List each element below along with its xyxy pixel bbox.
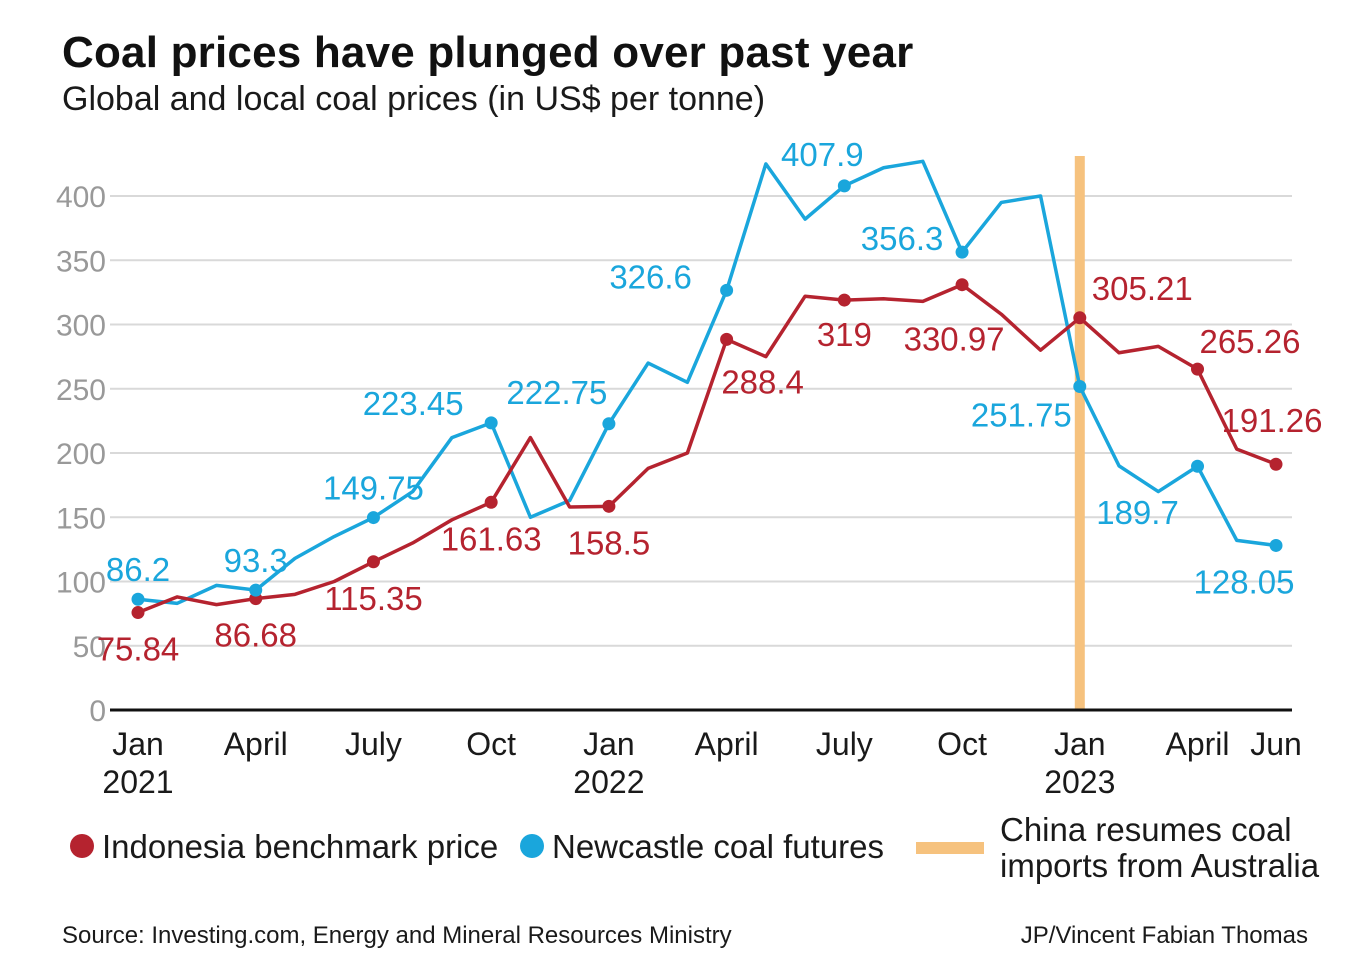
data-label-newcastle: 251.75	[971, 397, 1072, 434]
data-point-newcastle	[366, 511, 380, 525]
data-label-newcastle: 222.75	[506, 374, 607, 411]
x-tick-label: July	[816, 726, 873, 762]
x-tick-label-year: 2022	[573, 764, 644, 800]
x-tick-label: Oct	[466, 726, 516, 762]
data-point-indonesia	[1073, 311, 1087, 325]
event-marker-line	[1074, 156, 1085, 710]
data-label-newcastle: 93.3	[224, 542, 288, 579]
series-line-indonesia	[137, 282, 1277, 615]
legend-dot-indonesia	[70, 834, 94, 859]
data-label-indonesia: 330.97	[904, 321, 1005, 358]
data-point-indonesia	[837, 293, 851, 307]
data-label-newcastle: 128.05	[1194, 563, 1295, 600]
x-tick-label: Jan	[583, 726, 635, 762]
legend-label-newcastle: Newcastle coal futures	[552, 828, 884, 865]
legend-item-event: China resumes coal imports from Australi…	[916, 812, 1319, 884]
data-point-newcastle	[1073, 380, 1087, 394]
series-line-newcastle	[137, 159, 1277, 606]
data-point-newcastle	[837, 179, 851, 193]
data-point-indonesia	[1191, 362, 1205, 376]
data-point-newcastle	[602, 417, 616, 431]
data-point-newcastle	[484, 416, 498, 430]
data-point-newcastle	[720, 283, 734, 297]
data-label-newcastle: 149.75	[323, 470, 424, 507]
data-label-indonesia: 265.26	[1200, 323, 1301, 360]
data-label-indonesia: 115.35	[324, 580, 422, 617]
data-point-newcastle	[955, 245, 969, 259]
data-point-indonesia	[366, 555, 380, 569]
chart-title: Coal prices have plunged over past year	[62, 28, 914, 77]
y-tick-label: 100	[56, 567, 106, 600]
data-point-indonesia	[484, 495, 498, 509]
data-label-newcastle: 86.2	[106, 551, 170, 588]
legend-item-indonesia: Indonesia benchmark price	[70, 828, 498, 866]
data-point-indonesia	[955, 278, 969, 292]
data-label-indonesia: 305.21	[1092, 270, 1193, 307]
data-point-indonesia	[131, 606, 145, 620]
data-point-newcastle	[1269, 538, 1283, 552]
data-label-indonesia: 191.26	[1222, 402, 1323, 439]
data-label-newcastle: 189.7	[1096, 494, 1179, 531]
data-label-newcastle: 223.45	[363, 385, 464, 422]
y-tick-label: 350	[56, 245, 106, 278]
x-tick-label: Jan	[1054, 726, 1106, 762]
data-label-indonesia: 158.5	[568, 524, 651, 561]
x-tick-label: July	[345, 726, 402, 762]
x-tick-label: Jan	[112, 726, 164, 762]
x-tick-label: April	[224, 726, 288, 762]
legend-label-event-line2: imports from Australia	[1000, 847, 1320, 884]
legend-swatch-event	[916, 842, 984, 854]
data-point-newcastle	[131, 592, 145, 606]
data-point-indonesia	[602, 499, 616, 513]
data-point-indonesia	[1269, 457, 1283, 471]
data-point-indonesia	[720, 332, 734, 346]
data-label-indonesia: 86.68	[214, 617, 297, 654]
data-label-indonesia: 288.4	[721, 363, 804, 400]
y-tick-label: 300	[56, 310, 106, 343]
data-label-indonesia: 161.63	[441, 520, 542, 557]
data-label-newcastle: 356.3	[861, 220, 944, 257]
data-label-newcastle: 407.9	[781, 136, 864, 173]
data-label-newcastle: 326.6	[609, 258, 692, 295]
data-label-indonesia: 319	[817, 316, 872, 353]
legend-dot-newcastle	[520, 834, 544, 859]
y-tick-label: 0	[89, 695, 106, 728]
y-tick-label: 150	[56, 502, 106, 535]
chart-subtitle: Global and local coal prices (in US$ per…	[62, 80, 766, 118]
x-tick-label: April	[695, 726, 759, 762]
y-tick-label: 400	[56, 181, 106, 214]
data-label-indonesia: 75.84	[97, 631, 180, 668]
legend-label-event-line1: China resumes coal	[1000, 811, 1292, 848]
x-tick-label: Jun	[1250, 726, 1302, 762]
legend-label-indonesia: Indonesia benchmark price	[102, 828, 499, 865]
data-point-newcastle	[1191, 459, 1205, 473]
x-tick-label: April	[1166, 726, 1230, 762]
x-tick-label: Oct	[937, 726, 987, 762]
credit-note: JP/Vincent Fabian Thomas	[1020, 922, 1308, 949]
legend-item-newcastle: Newcastle coal futures	[520, 828, 884, 866]
data-point-newcastle	[249, 583, 263, 597]
source-note: Source: Investing.com, Energy and Minera…	[62, 922, 732, 949]
y-tick-label: 50	[73, 631, 106, 664]
y-tick-label: 200	[56, 438, 106, 471]
y-tick-label: 250	[56, 374, 106, 407]
x-tick-label-year: 2023	[1044, 764, 1115, 800]
x-tick-label-year: 2021	[102, 764, 173, 800]
